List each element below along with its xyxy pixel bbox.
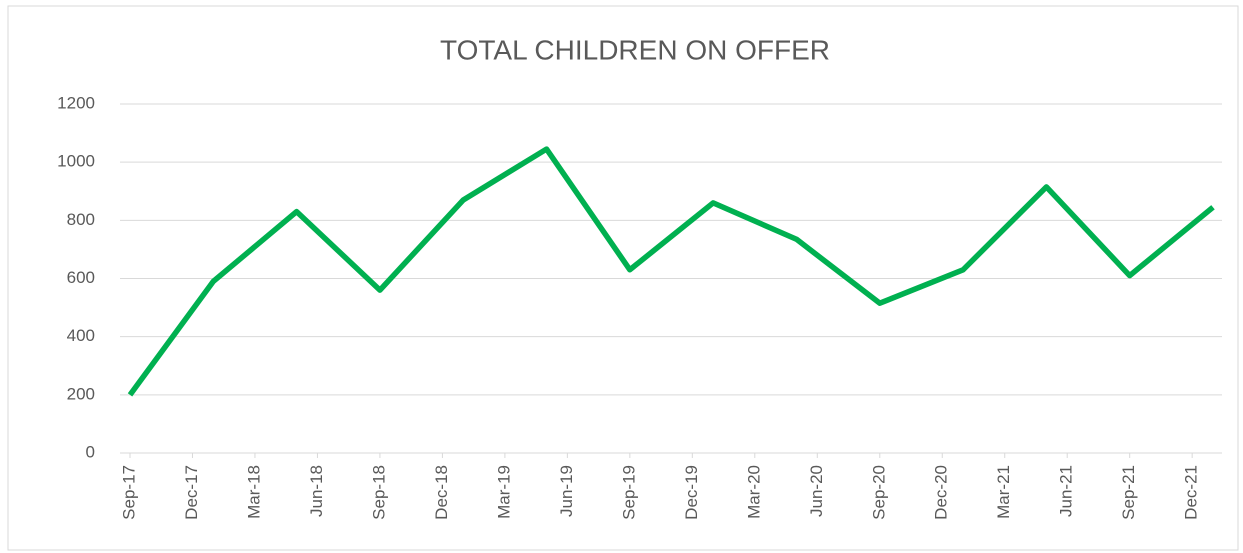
chart-title: TOTAL CHILDREN ON OFFER bbox=[440, 34, 830, 65]
x-tick-label: Dec-19 bbox=[682, 465, 701, 520]
x-tick-label: Dec-18 bbox=[432, 465, 451, 520]
y-tick-label: 200 bbox=[67, 384, 95, 403]
x-tick-label: Sep-17 bbox=[119, 465, 138, 520]
y-tick-label: 0 bbox=[86, 442, 95, 461]
x-tick-label: Dec-17 bbox=[182, 465, 201, 520]
y-tick-label: 1000 bbox=[57, 152, 95, 171]
series-line bbox=[127, 146, 1215, 397]
x-tick-label: Jun-21 bbox=[1057, 465, 1076, 517]
x-tick-label: Mar-19 bbox=[494, 465, 513, 519]
x-tick-label: Mar-21 bbox=[994, 465, 1013, 519]
x-tick-label: Sep-18 bbox=[369, 465, 388, 520]
y-tick-label: 1200 bbox=[57, 93, 95, 112]
x-tick-label: Sep-19 bbox=[619, 465, 638, 520]
x-tick-label: Sep-21 bbox=[1119, 465, 1138, 520]
x-tick-label: Dec-21 bbox=[1182, 465, 1201, 520]
x-tick-label: Sep-20 bbox=[869, 465, 888, 520]
x-tick-label: Dec-20 bbox=[932, 465, 951, 520]
y-tick-label: 400 bbox=[67, 326, 95, 345]
y-tick-label: 600 bbox=[67, 268, 95, 287]
x-tick-label: Jun-20 bbox=[807, 465, 826, 517]
x-tick-label: Jun-19 bbox=[557, 465, 576, 517]
x-tick-label: Mar-20 bbox=[744, 465, 763, 519]
x-tick-label: Jun-18 bbox=[307, 465, 326, 517]
y-tick-label: 800 bbox=[67, 210, 95, 229]
x-tick-label: Mar-18 bbox=[244, 465, 263, 519]
